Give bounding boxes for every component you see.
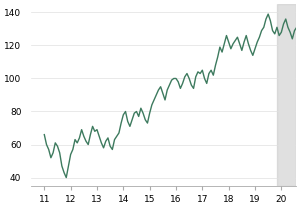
Bar [277, 4, 296, 186]
